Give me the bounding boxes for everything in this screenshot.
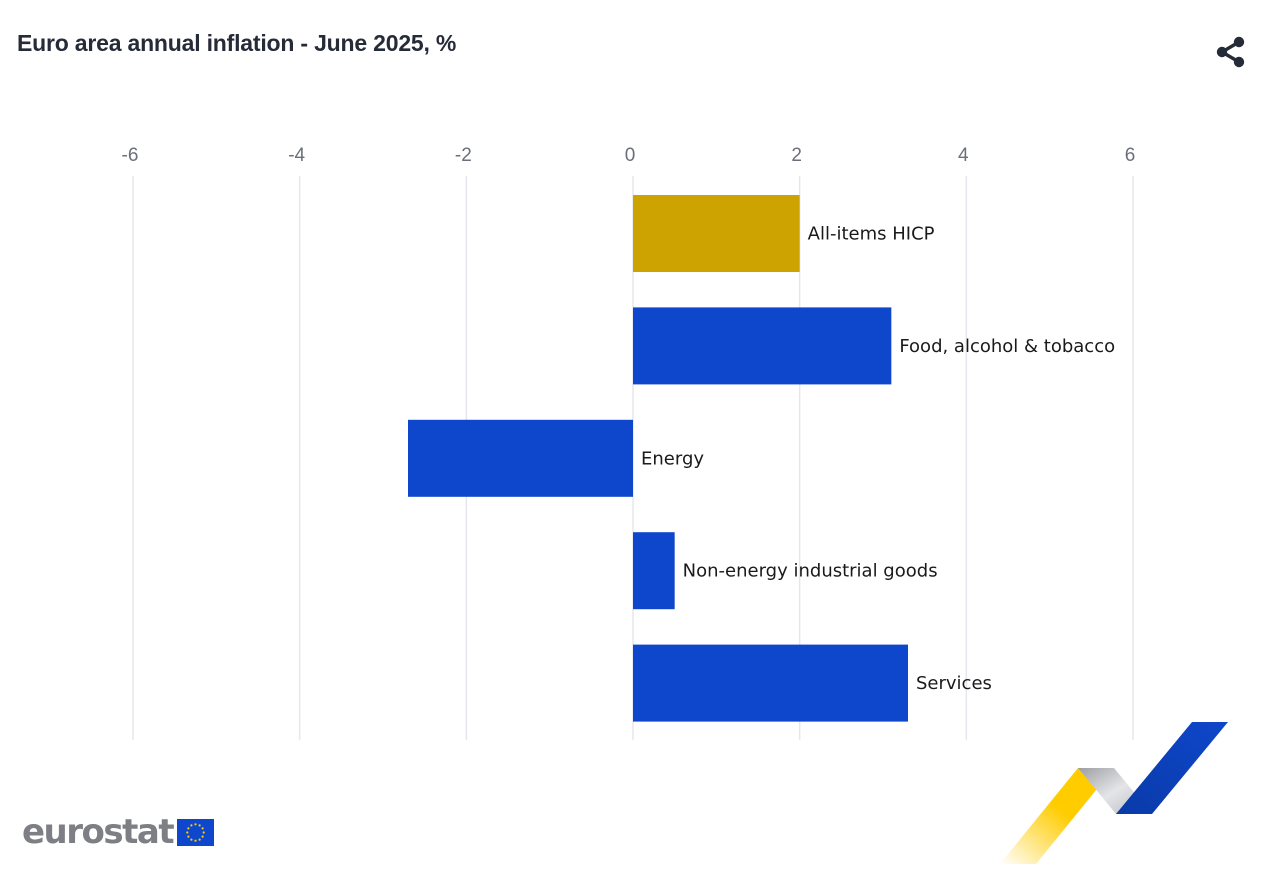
x-tick-label: -4	[288, 145, 305, 166]
flag-star	[201, 835, 204, 838]
bar-label-0: All-items HICP	[808, 224, 935, 245]
x-tick-label: -2	[455, 145, 472, 166]
bar-label-4: Services	[916, 673, 992, 694]
bar-0[interactable]	[633, 195, 800, 272]
flag-star	[201, 826, 204, 829]
x-tick-label: 6	[1125, 145, 1136, 166]
bar-label-3: Non-energy industrial goods	[683, 561, 938, 582]
x-axis-ticks: -6 -4 -2 0 2 4 6	[122, 145, 1136, 166]
bar-3[interactable]	[633, 532, 675, 610]
flag-star	[194, 839, 197, 842]
eurostat-logo[interactable]: eurostat	[22, 812, 215, 852]
bar-4[interactable]	[633, 644, 908, 722]
flag-star	[202, 830, 205, 834]
flag-star	[187, 835, 190, 838]
bar-2[interactable]	[408, 419, 633, 497]
x-tick-label: 4	[958, 145, 969, 166]
x-tick-label: 2	[791, 145, 802, 166]
bars	[408, 195, 908, 722]
flag-star	[186, 830, 189, 834]
share-button[interactable]	[1212, 33, 1250, 71]
bar-label-1: Food, alcohol & tobacco	[899, 336, 1115, 357]
bar-label-2: Energy	[641, 448, 704, 469]
ribbon-blue	[1116, 722, 1228, 814]
bar-labels: All-items HICP Food, alcohol & tobacco Ene…	[641, 224, 1115, 695]
flag-star	[190, 838, 193, 841]
x-tick-label: 0	[625, 145, 636, 166]
flag-star	[198, 838, 201, 841]
bar-1[interactable]	[633, 307, 892, 385]
share-icon	[1216, 36, 1245, 68]
flag-star	[198, 823, 201, 826]
flag-star	[190, 823, 193, 826]
eu-flag-icon	[177, 818, 215, 846]
x-tick-label: -6	[122, 145, 139, 166]
decorative-ribbon-graphic	[1000, 722, 1228, 864]
chart-title: Euro area annual inflation - June 2025, …	[17, 30, 457, 56]
flag-star	[187, 826, 190, 829]
logo-text: eurostat	[22, 812, 175, 852]
ribbon-yellow	[1000, 768, 1114, 864]
flag-star	[194, 822, 197, 825]
